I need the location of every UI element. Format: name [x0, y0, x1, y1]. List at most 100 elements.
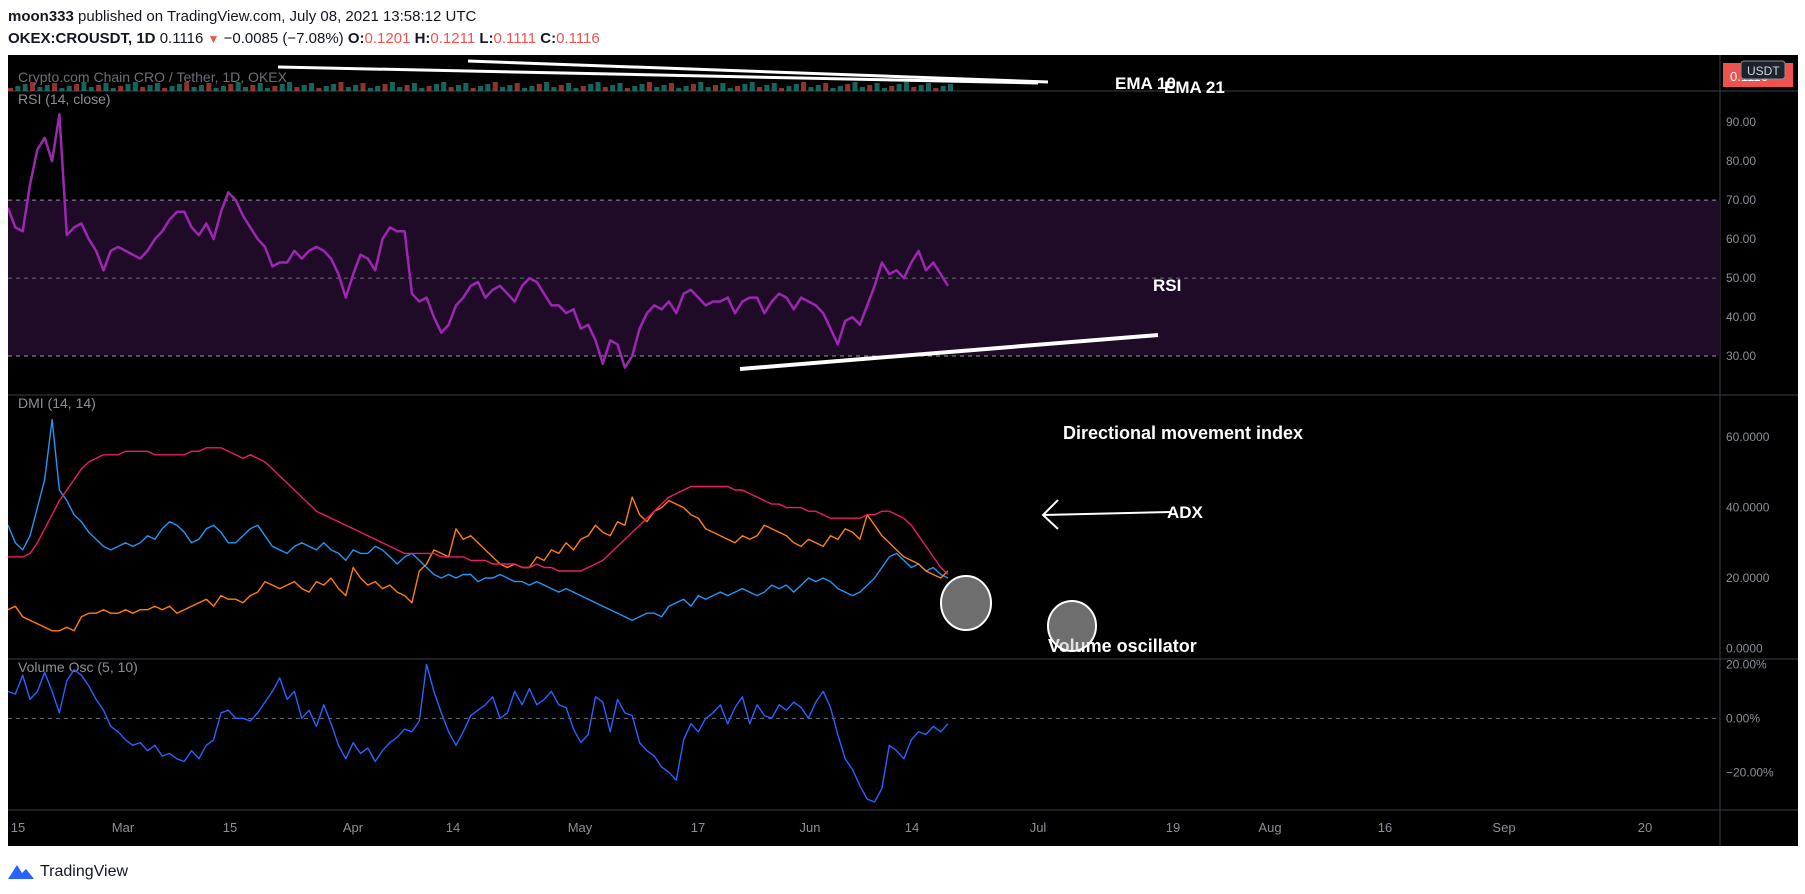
tradingview-wordmark[interactable]: TradingView [40, 863, 129, 880]
mini-volume-bar [125, 84, 131, 91]
mini-volume-bar [110, 88, 116, 91]
mini-volume-bar [507, 85, 513, 91]
adx-line [8, 447, 949, 576]
adx-arrow-head-icon [1041, 499, 1059, 530]
x-tick-label: Sep [1492, 820, 1515, 835]
mini-volume-bar [779, 88, 785, 91]
x-tick-label: 17 [691, 820, 705, 835]
dmi-pane[interactable]: DMI (14, 14) 60.0000 40.0000 20.0000 0.0000 [8, 395, 1770, 655]
mini-volume-bar [441, 82, 447, 91]
chart-background [8, 55, 1798, 846]
symbol-label[interactable]: OKEX:CROUSDT, 1D [8, 30, 156, 47]
highlight-circle-1[interactable] [940, 575, 992, 631]
rsi-pane[interactable]: RSI (14, close) 90.00 80.00 70.00 60.00 50.00… [8, 91, 1756, 369]
mini-volume-bar [22, 84, 28, 91]
mini-volume-bar [470, 88, 476, 91]
x-tick-label: 14 [905, 820, 919, 835]
mini-volume-bar [551, 87, 557, 91]
mini-volume-bar [632, 86, 638, 91]
pane-separators [8, 55, 1798, 846]
price-pane-legend: Crypto.com Chain CRO / Tether, 1D, OKEX [18, 69, 288, 85]
mini-volume-bar [419, 88, 425, 91]
x-tick-label: Mar [112, 820, 135, 835]
mini-volume-bar [147, 85, 153, 91]
mini-volume-bar [595, 82, 601, 91]
adx-arrow-shaft[interactable] [1042, 511, 1171, 516]
x-tick-label: 20 [1638, 820, 1652, 835]
mini-volume-bar [720, 83, 726, 91]
mini-volume-bar [404, 85, 410, 91]
mini-volume-bar [103, 83, 109, 91]
mini-volume-bar [925, 83, 931, 91]
mini-volume-bar [375, 86, 381, 91]
author-name[interactable]: moon333 [8, 8, 74, 25]
mini-volume-bar [353, 85, 359, 91]
currency-badge[interactable] [1740, 60, 1786, 80]
mini-volume-bar [874, 83, 880, 91]
mini-volume-bar [345, 87, 351, 91]
mini-volume-bar [837, 86, 843, 91]
mini-volume-bar [610, 85, 616, 91]
mini-volume-bar [602, 87, 608, 91]
price-pane[interactable]: Crypto.com Chain CRO / Tether, 1D, OKEX … [8, 59, 1793, 97]
mini-volume-bar [301, 85, 307, 91]
rsi-support-trendline[interactable] [739, 333, 1159, 371]
last-price: 0.1116 [159, 30, 204, 47]
chart-canvas[interactable]: Crypto.com Chain CRO / Tether, 1D, OKEX … [8, 55, 1798, 846]
tradingview-logo-icon[interactable] [8, 863, 34, 881]
y-tick-label: 0.0000 [1726, 641, 1763, 655]
time-axis[interactable]: 15 Mar 15 Apr 14 May 17 Jun 14 Jul 19 Aug 16 Sep 20 [11, 820, 1652, 835]
mini-volume-bar [522, 88, 528, 91]
mini-volume-bar [639, 84, 645, 91]
mini-volume-bar [191, 87, 197, 91]
high-label: H: [414, 30, 431, 47]
mini-volume-bar [713, 85, 718, 91]
volume-osc-pane[interactable]: Volume Osc (5, 10) 20.00% 0.00% −20.00% [8, 657, 1774, 803]
mini-volume-bar [433, 84, 439, 91]
y-tick-label: 70.00 [1726, 193, 1756, 207]
mini-volume-bar [764, 85, 770, 91]
mini-volume-bar [360, 83, 366, 91]
ema-label-21: EMA 21 [1164, 78, 1225, 97]
mini-volume-bar [896, 84, 902, 91]
published-info: published on TradingView.com, July 08, 2… [78, 8, 477, 25]
mini-volume-bar [735, 86, 741, 91]
mini-volume-bar [265, 88, 271, 91]
mini-volume-bar [37, 87, 43, 91]
x-tick-label: 15 [223, 820, 237, 835]
y-tick-label: 40.00 [1726, 310, 1756, 324]
y-tick-label: 60.0000 [1726, 430, 1770, 444]
volume-osc-line [8, 663, 949, 803]
mini-volume-bar [727, 88, 733, 91]
mini-volume-bar [81, 82, 87, 91]
high-value: 0.1211 [430, 30, 476, 47]
mini-volume-bar [580, 86, 586, 91]
mini-volume-bar [30, 82, 36, 91]
mini-volume-bar [338, 82, 344, 91]
highlight-circle-2[interactable] [1047, 600, 1097, 652]
y-tick-label: 0.00% [1726, 711, 1760, 725]
mini-volume-bar [933, 88, 939, 91]
chart-header: moon333 published on TradingView.com, Ju… [8, 6, 1788, 50]
mini-volume-bar [287, 82, 293, 91]
mini-volume-bar [690, 84, 696, 91]
mini-volume-bar [492, 82, 498, 91]
mini-volume-bar [536, 84, 542, 91]
rsi-line [8, 113, 950, 369]
mini-volume-bar [118, 86, 124, 91]
mini-volume-bar [624, 88, 630, 91]
mini-volume-bar [213, 88, 219, 91]
footer: TradingView [8, 858, 128, 886]
mini-volume-bar [823, 83, 829, 91]
mini-volume-bar [88, 87, 94, 91]
mini-volume-bar [500, 87, 506, 91]
mini-volume-bar [220, 86, 226, 91]
adx-annotation: ADX [1167, 503, 1204, 522]
dmi-annotation: Directional movement index [1063, 423, 1303, 443]
mini-volume-bar [250, 85, 256, 91]
mini-volume-bar [59, 88, 65, 91]
low-value: 0.1111 [493, 30, 537, 47]
y-tick-label: −20.00% [1726, 765, 1774, 779]
x-tick-label: 14 [446, 820, 460, 835]
mini-volume-bar [573, 88, 579, 91]
